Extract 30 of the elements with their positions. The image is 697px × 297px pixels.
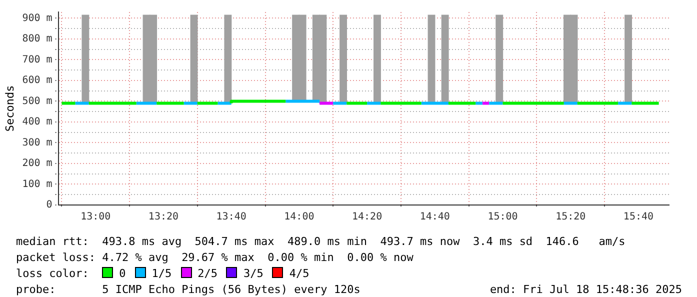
- legend-label: 1/5: [152, 267, 172, 280]
- text: median rtt: 493.8 ms avg 504.7 ms max 489.0 ms min 493.7 ms now 3.4 ms sd 146.6 am/s: [16, 234, 626, 250]
- y-tick-label: 400 m: [22, 116, 52, 128]
- x-tick-label: 14:20: [352, 212, 382, 223]
- y-tick-label: 800 m: [22, 34, 52, 45]
- y-tick-label: 900 m: [22, 12, 52, 24]
- x-tick-label: 14:00: [284, 212, 314, 223]
- text: packet loss: 4.72 % avg 29.67 % max 0.00 % min 0.00 % now: [16, 250, 414, 266]
- y-tick-label: 500 m: [22, 96, 52, 107]
- y-tick-label: 700 m: [22, 54, 52, 66]
- x-tick-label: 13:40: [216, 212, 246, 223]
- legend-label: 0: [119, 267, 126, 280]
- legend-title: loss color:: [16, 267, 90, 280]
- legend-label: 4/5: [289, 267, 310, 280]
- legend-label: 3/5: [243, 267, 264, 280]
- x-tick-label: 14:40: [420, 212, 450, 223]
- x-tick-label: 15:20: [556, 212, 586, 223]
- y-tick-label: 200 m: [22, 158, 52, 170]
- text: probe: 5 ICMP Echo Pings (56 Bytes) every 120s: [16, 282, 360, 297]
- y-tick-label: 0: [46, 200, 52, 211]
- y-tick-label: 100 m: [22, 178, 52, 190]
- text: end: Fri Jul 18 15:48:36 2025: [490, 282, 682, 297]
- y-tick-label: 600 m: [22, 75, 52, 86]
- x-tick-label: 13:20: [148, 212, 179, 223]
- y-tick-label: 300 m: [22, 137, 52, 148]
- y-axis-title: Seconds: [3, 85, 16, 132]
- x-tick-label: 13:00: [80, 212, 111, 223]
- x-tick-label: 15:00: [488, 212, 518, 223]
- legend-label: 2/5: [198, 267, 218, 280]
- x-tick-label: 15:40: [623, 212, 654, 223]
